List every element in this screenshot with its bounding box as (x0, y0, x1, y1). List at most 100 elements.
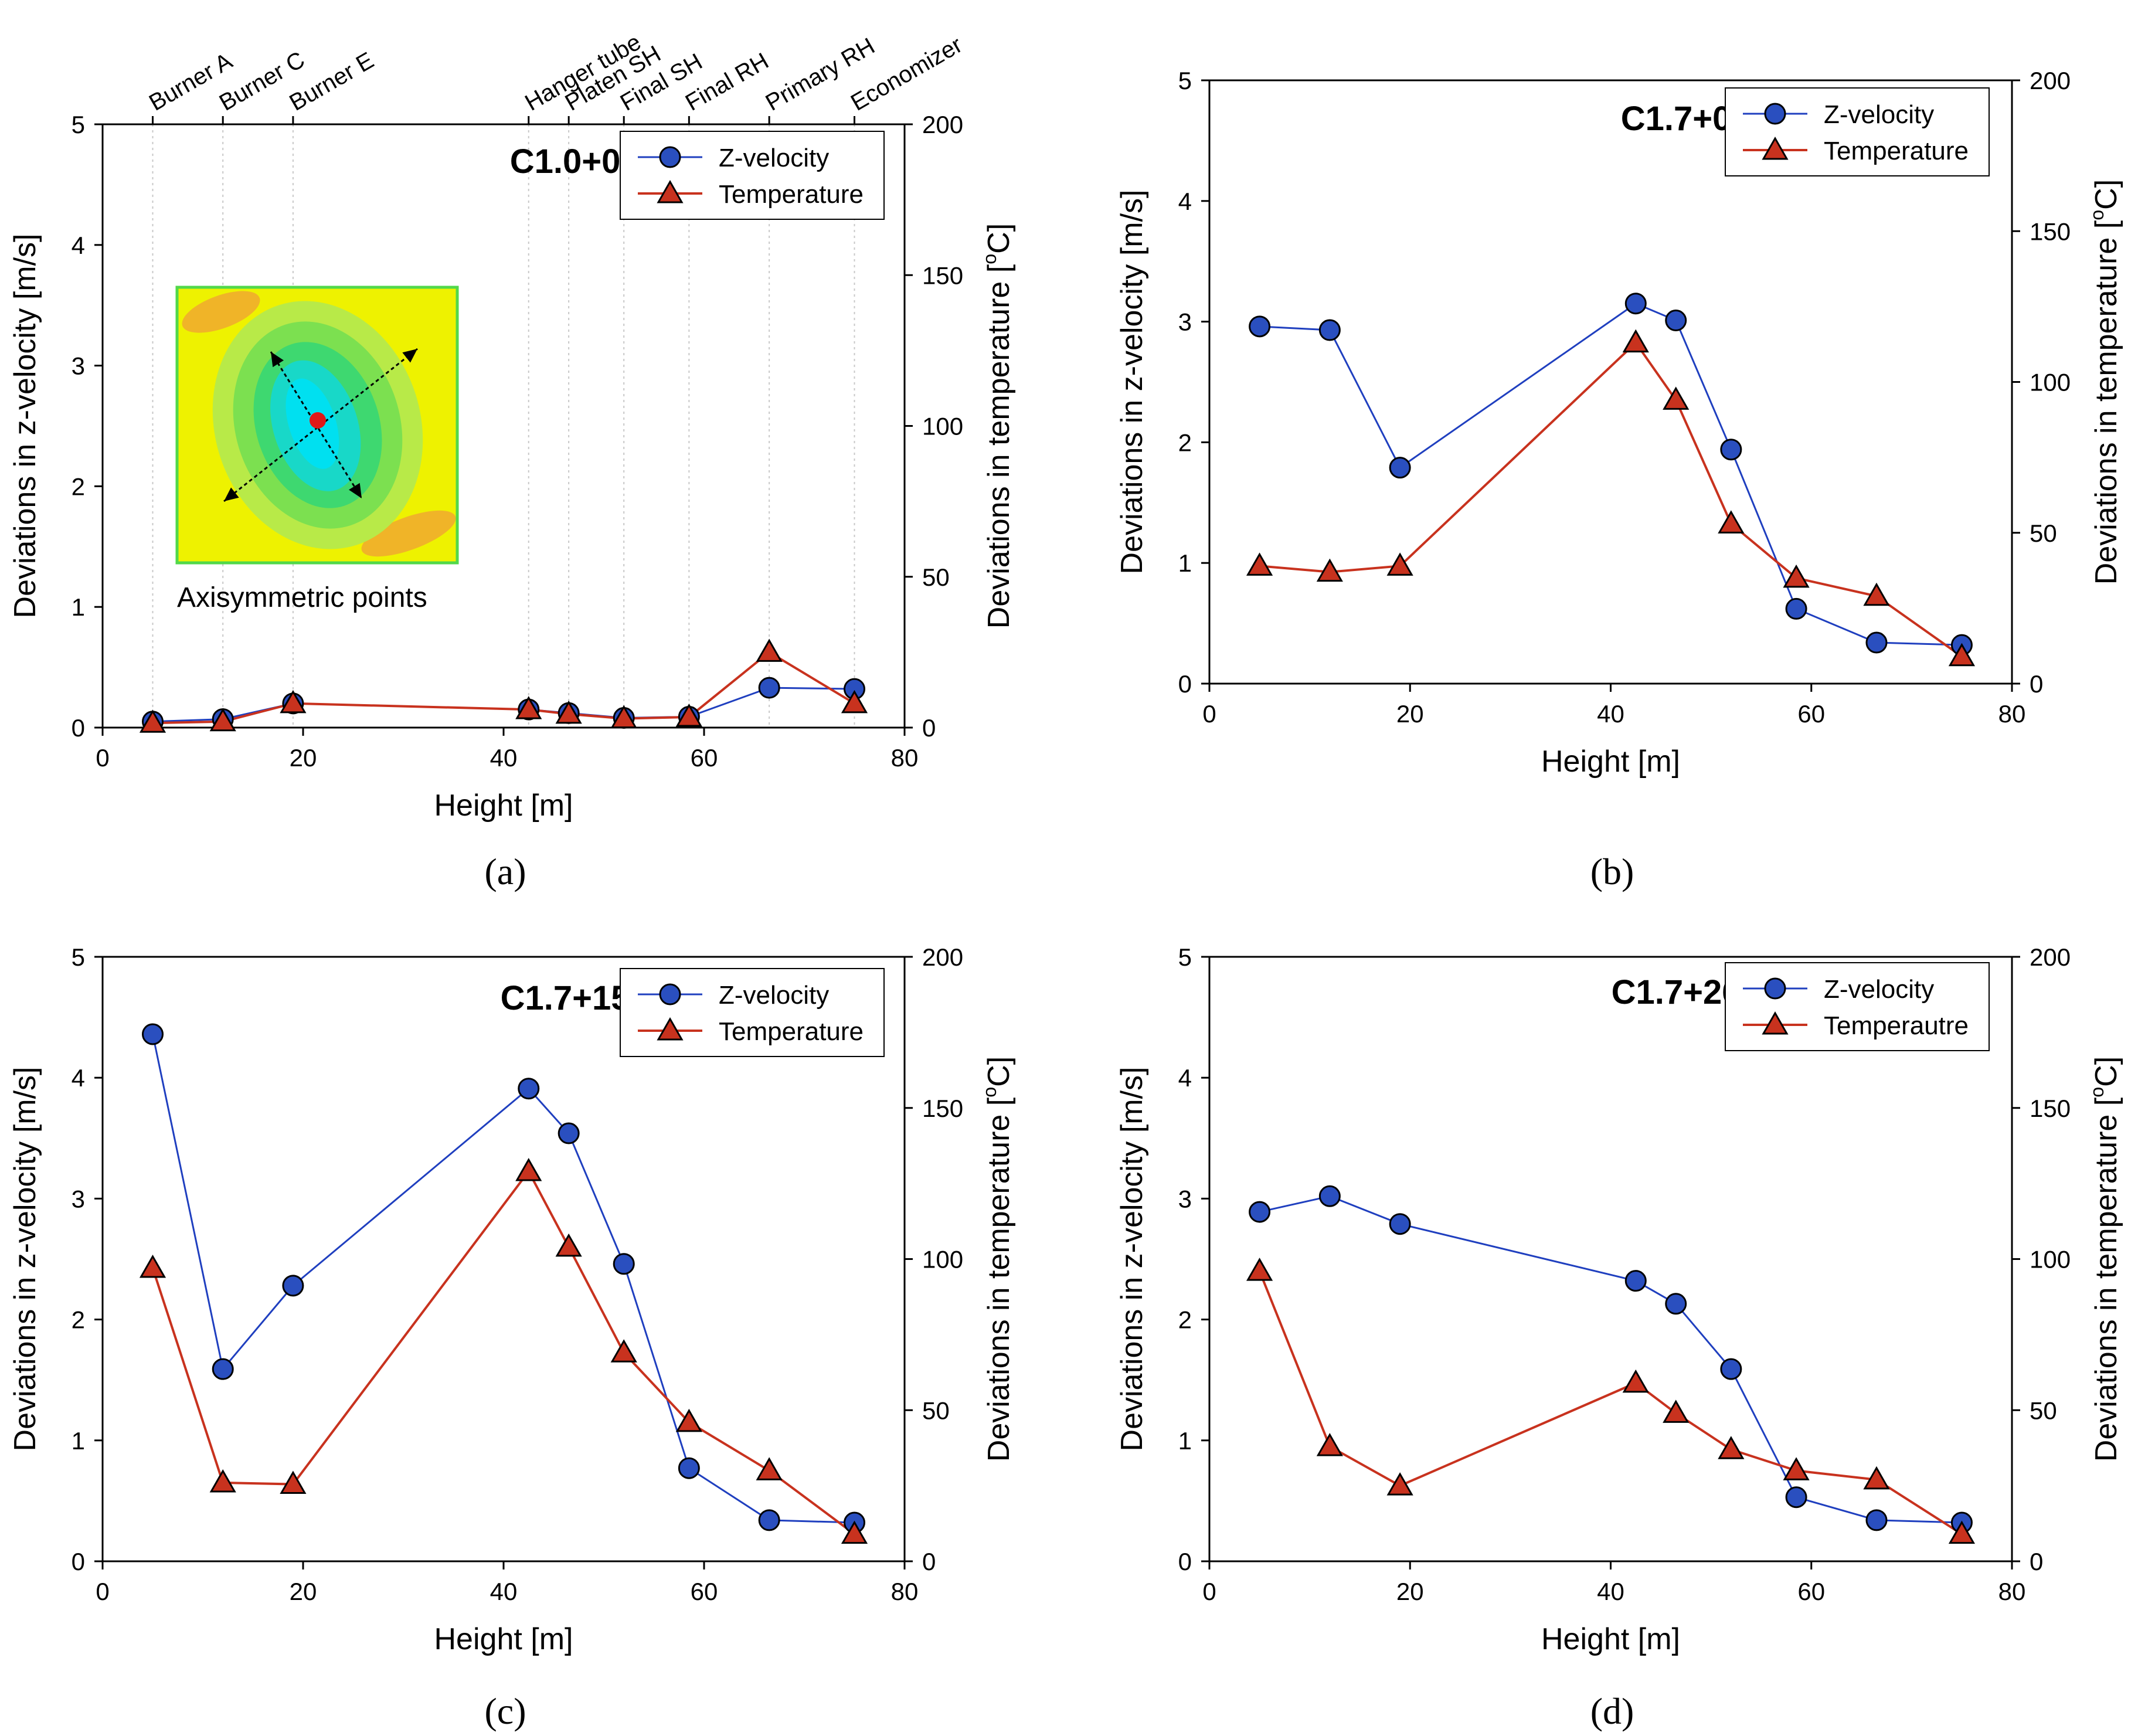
velocity-point (282, 1275, 304, 1297)
y-tick-label: 1 (72, 593, 85, 621)
legend-velocity-label: Z-velocity (1824, 100, 1934, 129)
legend-temperature-label: Temperature (1824, 137, 1969, 165)
temperature-point (1316, 558, 1343, 582)
temperature-point (1622, 1369, 1649, 1393)
legend-velocity-marker (1764, 977, 1786, 1000)
temperature-point (555, 1233, 582, 1257)
y-tick-label: 0 (1178, 670, 1192, 698)
y-tick-label: 2 (1178, 429, 1192, 456)
inset-caption: Axisymmetric points (177, 582, 427, 613)
temperature-series-line (151, 1169, 855, 1535)
x-tick-label: 20 (290, 1578, 317, 1605)
velocity-point (1249, 315, 1271, 338)
y2-tick-label: 200 (2030, 943, 2071, 971)
x-tick-label: 20 (290, 744, 317, 772)
x-tick-label: 80 (891, 744, 919, 772)
y2-tick-label: 0 (922, 714, 936, 742)
legend-box (1725, 87, 1990, 176)
y2-tick-label: 100 (2030, 369, 2071, 396)
velocity-point (1665, 1293, 1687, 1315)
velocity-point (1720, 1358, 1742, 1380)
y-tick-label: 2 (1178, 1306, 1192, 1334)
temperature-point (1863, 1466, 1890, 1490)
y-tick-label: 5 (1178, 943, 1192, 971)
y-tick-label: 2 (72, 1306, 85, 1334)
x-tick-label: 0 (96, 1578, 109, 1605)
temperature-point (1386, 552, 1413, 576)
y-tick-label: 3 (72, 352, 85, 380)
y-axis-title: Deviations in z-velocity [m/s] (1115, 1067, 1149, 1452)
y2-tick-label: 100 (922, 413, 963, 440)
y2-tick-label: 150 (2030, 1095, 2071, 1122)
legend-box (620, 131, 885, 220)
y-tick-label: 4 (1178, 188, 1192, 215)
y-tick-label: 4 (1178, 1064, 1192, 1092)
x-axis-title: Height [m] (1541, 745, 1680, 779)
velocity-series-line (1259, 1195, 1962, 1524)
velocity-series-line (152, 687, 855, 723)
velocity-point (1785, 1486, 1807, 1509)
inset-arrowhead (271, 352, 284, 368)
legend-temperature-marker (657, 179, 684, 203)
temperature-point (209, 708, 236, 732)
y2-tick-label: 0 (2030, 1548, 2043, 1575)
legend-temperature-marker (1762, 1011, 1789, 1035)
inset-arrowhead (349, 483, 362, 498)
panel-label: (c) (484, 1690, 526, 1732)
legend-temperature-label: Temperature (719, 1017, 864, 1046)
temperature-point (1783, 1457, 1810, 1480)
legend-velocity-marker (659, 983, 681, 1005)
temperature-point (555, 700, 582, 724)
inset-hot-spot (182, 291, 260, 333)
velocity-series-line (152, 1034, 855, 1524)
chart-title: C1.0+0o (510, 138, 634, 181)
temperature-point (1718, 510, 1745, 534)
legend-temperature-label: Temperature (719, 180, 864, 209)
legend-velocity-label: Z-velocity (719, 144, 829, 172)
x-tick-label: 20 (1396, 1578, 1424, 1605)
temperature-point (1783, 564, 1810, 588)
y2-tick-label: 100 (2030, 1246, 2071, 1273)
x-tick-label: 0 (1202, 1578, 1216, 1605)
y-axis-title: Deviations in z-velocity [m/s] (8, 234, 42, 619)
y-axis-title: Deviations in z-velocity [m/s] (1115, 190, 1149, 575)
y2-tick-label: 150 (922, 1095, 963, 1122)
y-tick-label: 0 (1178, 1548, 1192, 1575)
velocity-point (1318, 319, 1341, 341)
x-tick-label: 0 (96, 744, 109, 772)
temperature-point (1948, 643, 1976, 667)
y-tick-label: 3 (1178, 308, 1192, 336)
temperature-point (610, 1339, 637, 1363)
inset-hot-spot (361, 510, 456, 557)
velocity-point (1389, 457, 1411, 479)
y-tick-label: 5 (72, 111, 85, 138)
y2-tick-label: 100 (922, 1246, 963, 1273)
panel-label: (a) (484, 851, 526, 892)
velocity-point (518, 1078, 540, 1100)
x-tick-label: 60 (1797, 700, 1825, 728)
temperature-point (1948, 1520, 1976, 1544)
temperature-point (610, 705, 637, 729)
temperature-point (675, 1408, 702, 1432)
temperature-point (280, 689, 307, 714)
panel-label: (b) (1590, 851, 1634, 892)
x-axis-title: Height [m] (434, 1622, 573, 1656)
velocity-point (613, 1253, 635, 1275)
y-tick-label: 3 (72, 1185, 85, 1212)
inset-center-point (310, 412, 326, 429)
temperature-point (209, 1469, 236, 1493)
velocity-point (1624, 1270, 1647, 1292)
temperature-point (1316, 1433, 1343, 1456)
temperature-point (139, 709, 166, 733)
temperature-point (1663, 1399, 1690, 1423)
temperature-point (139, 1254, 166, 1278)
x-tick-label: 60 (691, 1578, 718, 1605)
y2-tick-label: 200 (922, 111, 963, 138)
y2-tick-label: 50 (2030, 519, 2057, 547)
y2-axis-title: Deviations in temperature [oC] (979, 1056, 1016, 1462)
